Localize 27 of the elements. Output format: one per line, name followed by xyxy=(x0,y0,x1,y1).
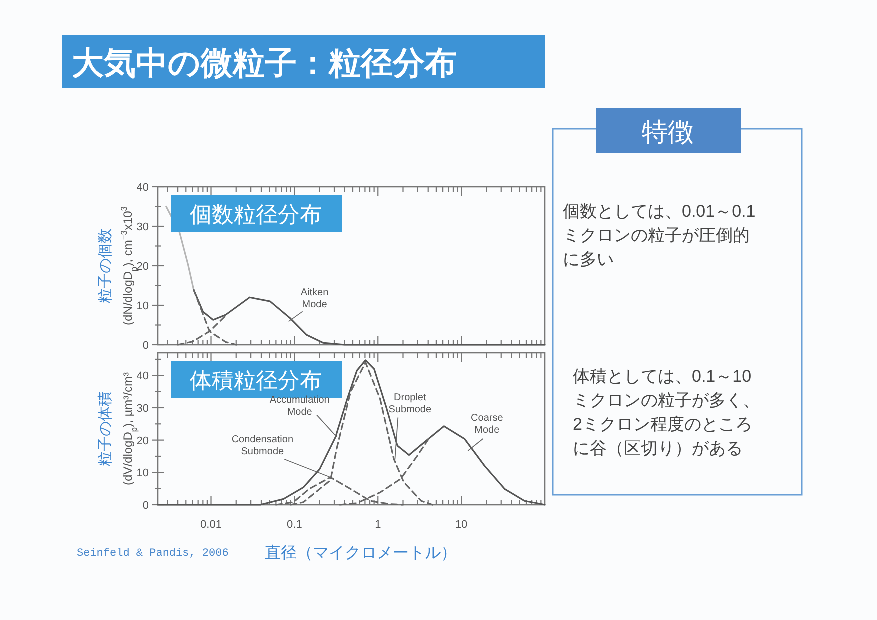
y-tick-label: 20 xyxy=(136,261,149,273)
annotation: Accumulation Mode xyxy=(270,395,330,418)
text: Seinfeld & Pandis, 2006 xyxy=(77,548,229,560)
text: 体積粒径分布 xyxy=(190,368,322,393)
y-tick-label: 0 xyxy=(142,340,149,352)
x-tick-label: 1 xyxy=(375,519,382,531)
x-tick-label: 10 xyxy=(455,519,468,531)
y-tick-label: 30 xyxy=(136,402,149,415)
y-tick-label: 30 xyxy=(136,222,149,234)
y-tick-label: 0 xyxy=(142,500,149,512)
y-tick-label: 20 xyxy=(136,435,149,448)
chart-title: 大気中の微粒子：粒径分布 xyxy=(72,45,457,81)
text: 個数粒径分布 xyxy=(190,202,322,227)
annotation: Droplet Submode xyxy=(388,392,432,416)
y-tick-label: 10 xyxy=(136,300,149,312)
y-tick-label: 40 xyxy=(136,182,149,194)
annotation: Coarse Mode xyxy=(471,412,504,436)
x-axis-title: 直径（マイクロメートル） xyxy=(265,544,457,562)
y-tick-label: 10 xyxy=(136,468,149,480)
y-tick-label: 40 xyxy=(136,370,149,383)
text: 体積としては、0.1～10ミクロンの粒子が多く、2ミクロン程度のところに谷（区切り）がある xyxy=(573,367,760,458)
annotation: Condensation Submode xyxy=(232,434,294,458)
annotation: Aitken Mode xyxy=(300,288,329,311)
text: 特徴 xyxy=(642,117,694,147)
x-tick-label: 0.1 xyxy=(287,519,302,531)
x-tick-label: 0.01 xyxy=(200,519,222,531)
text: 個数としては、0.01～0.1ミクロンの粒子が圧倒的に多い xyxy=(563,202,756,269)
